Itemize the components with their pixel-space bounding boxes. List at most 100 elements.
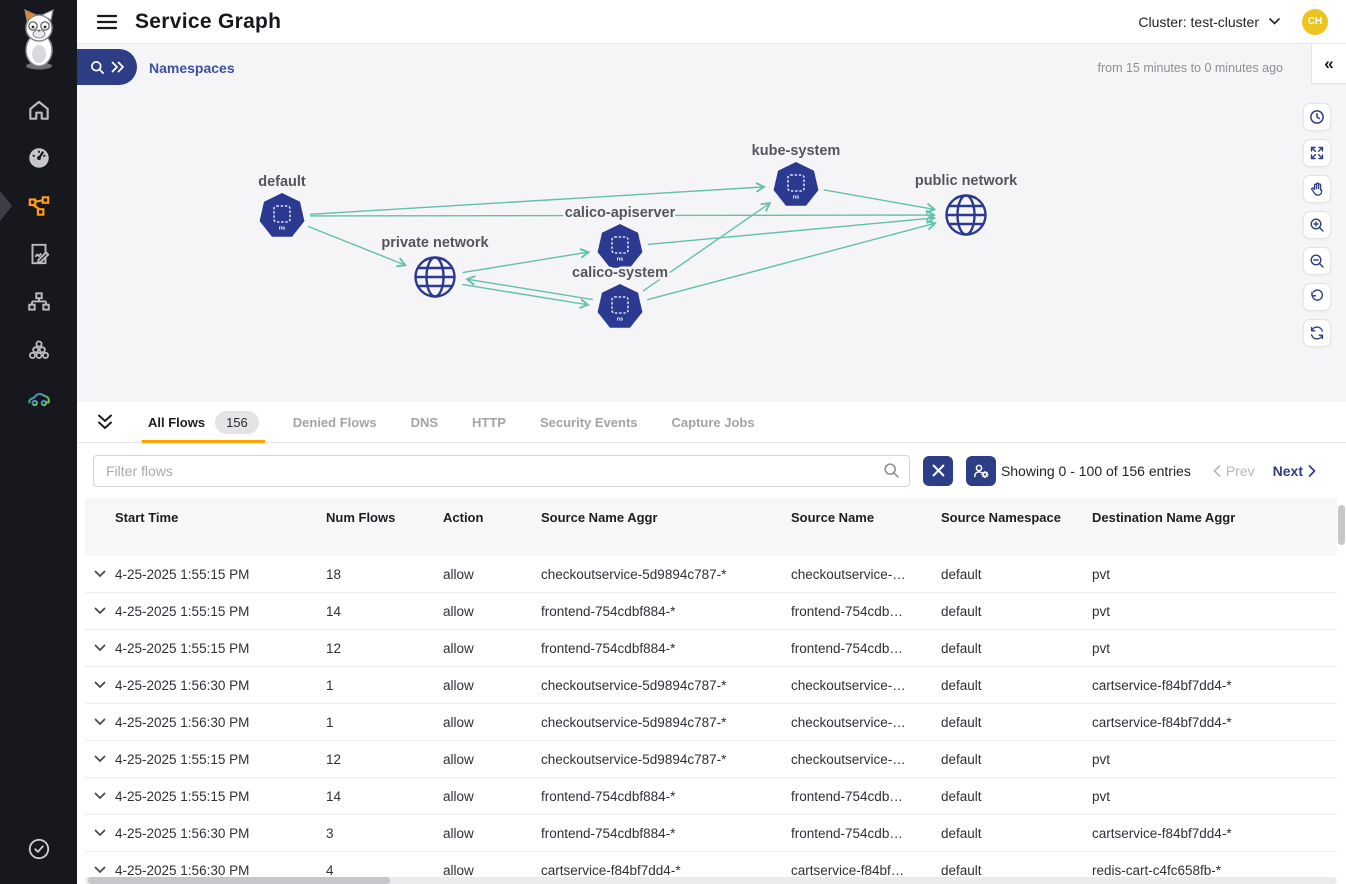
breadcrumb[interactable]: Namespaces	[149, 60, 235, 76]
cell-start-time: 4-25-2025 1:55:15 PM	[115, 751, 250, 767]
filter-flows-input[interactable]	[93, 454, 910, 487]
graph-edge[interactable]	[462, 283, 590, 309]
cell-num-flows: 4	[326, 862, 334, 877]
graph-edge[interactable]	[642, 202, 772, 292]
table-row[interactable]: 4-25-2025 1:55:15 PM 14 allow frontend-7…	[85, 778, 1337, 815]
refresh-button[interactable]	[1303, 319, 1331, 347]
collapse-right-panel-button[interactable]: «	[1311, 44, 1346, 84]
vertical-scrollbar-thumb[interactable]	[1338, 505, 1345, 545]
graph-edge[interactable]	[646, 219, 937, 301]
graph-node-private-network[interactable]: private network	[379, 233, 492, 298]
graph-edge[interactable]	[309, 182, 766, 216]
graph-node-public-network[interactable]: public network	[912, 171, 1021, 236]
cluster-selector[interactable]: Cluster: test-cluster	[1138, 14, 1280, 30]
cell-dest-name-aggr: pvt	[1092, 788, 1111, 804]
cell-source-name-aggr: checkoutservice-5d9894c787-*	[541, 714, 727, 730]
sidebar-item-dashboard[interactable]	[0, 134, 77, 182]
cell-start-time: 4-25-2025 1:56:30 PM	[115, 825, 250, 841]
table-row[interactable]: 4-25-2025 1:55:15 PM 12 allow checkoutse…	[85, 741, 1337, 778]
row-expander-chevron-icon[interactable]	[94, 866, 106, 874]
tab-label: All Flows	[148, 414, 206, 430]
cell-source-namespace: default	[941, 714, 982, 730]
next-page-button[interactable]: Next	[1273, 463, 1316, 479]
row-expander-chevron-icon[interactable]	[94, 792, 106, 800]
cell-num-flows: 1	[326, 714, 334, 730]
topology-icon	[27, 292, 50, 311]
row-expander-chevron-icon[interactable]	[94, 829, 106, 837]
sidebar-item-reports[interactable]	[0, 230, 77, 278]
cell-source-name-aggr: frontend-754cdbf884-*	[541, 825, 676, 841]
col-start-time[interactable]: Start Time	[115, 510, 179, 525]
table-row[interactable]: 4-25-2025 1:55:15 PM 18 allow checkoutse…	[85, 556, 1337, 593]
sidebar-item-certificate[interactable]	[0, 836, 77, 862]
graph-edge[interactable]	[823, 189, 937, 214]
row-expander-chevron-icon[interactable]	[94, 607, 106, 615]
column-settings-button[interactable]	[966, 455, 996, 486]
cell-source-name: frontend-754cdb…	[791, 640, 903, 656]
table-row[interactable]: 4-25-2025 1:56:30 PM 1 allow checkoutser…	[85, 667, 1337, 704]
horizontal-scrollbar-thumb[interactable]	[88, 877, 390, 884]
clock-icon	[1310, 110, 1324, 124]
table-row[interactable]: 4-25-2025 1:56:30 PM 1 allow checkoutser…	[85, 704, 1337, 741]
table-row[interactable]: 4-25-2025 1:55:15 PM 14 allow frontend-7…	[85, 593, 1337, 630]
table-row[interactable]: 4-25-2025 1:56:30 PM 4 allow cartservice…	[85, 852, 1337, 876]
graph-edge[interactable]	[309, 209, 936, 221]
sidebar-item-home[interactable]	[0, 86, 77, 134]
table-row[interactable]: 4-25-2025 1:56:30 PM 3 allow frontend-75…	[85, 815, 1337, 852]
cell-source-name: checkoutservice-…	[791, 566, 906, 582]
row-expander-chevron-icon[interactable]	[94, 681, 106, 689]
tab-denied-flows[interactable]: Denied Flows	[293, 402, 377, 443]
cell-start-time: 4-25-2025 1:55:15 PM	[115, 788, 250, 804]
horizontal-scrollbar[interactable]	[85, 877, 1337, 884]
clear-filter-button[interactable]	[923, 455, 953, 486]
sidebar-item-network-topology[interactable]	[0, 278, 77, 326]
col-action[interactable]: Action	[443, 510, 484, 525]
row-expander-chevron-icon[interactable]	[94, 570, 106, 578]
sidebar-item-clusters[interactable]	[0, 326, 77, 374]
graph-node-calico-apiserver[interactable]: ns calico-apiserver	[562, 203, 678, 268]
zoom-in-button[interactable]	[1303, 211, 1331, 239]
graph-node-calico-system[interactable]: ns calico-system	[570, 263, 670, 328]
collapse-flows-panel-button[interactable]	[95, 413, 115, 431]
user-avatar[interactable]: CH	[1302, 8, 1328, 35]
graph-edge[interactable]	[307, 225, 408, 268]
graph-edge[interactable]	[647, 213, 937, 246]
time-range-label: from 15 minutes to 0 minutes ago	[1097, 61, 1283, 75]
pan-button[interactable]	[1303, 175, 1331, 203]
fit-screen-button[interactable]	[1303, 139, 1331, 167]
graph-edge[interactable]	[462, 248, 591, 274]
sidebar-item-service-graph[interactable]	[0, 182, 77, 230]
cell-source-name: checkoutservice-…	[791, 751, 906, 767]
zoom-out-button[interactable]	[1303, 247, 1331, 275]
reset-layout-button[interactable]	[1303, 283, 1331, 311]
col-dest-name-aggr[interactable]: Destination Name Aggr	[1092, 510, 1236, 525]
sidebar-item-compliance[interactable]	[0, 374, 77, 422]
graph-edge[interactable]	[465, 275, 593, 301]
table-row[interactable]: 4-25-2025 1:55:15 PM 12 allow frontend-7…	[85, 630, 1337, 667]
graph-node-kube-system[interactable]: ns kube-system	[749, 141, 843, 206]
col-source-name[interactable]: Source Name	[791, 510, 875, 525]
col-source-namespace[interactable]: Source Namespace	[941, 510, 1061, 525]
expand-arrows-icon	[1310, 146, 1324, 160]
vertical-scrollbar[interactable]	[1338, 498, 1345, 874]
tab-all-flows[interactable]: All Flows 156	[142, 402, 265, 443]
row-expander-chevron-icon[interactable]	[94, 718, 106, 726]
col-num-flows[interactable]: Num Flows	[326, 510, 396, 525]
hamburger-menu-icon[interactable]	[95, 10, 119, 34]
row-expander-chevron-icon[interactable]	[94, 644, 106, 652]
cell-action: allow	[443, 566, 474, 582]
tab-dns[interactable]: DNS	[411, 402, 438, 443]
tab-security-events[interactable]: Security Events	[540, 402, 638, 443]
hand-icon	[1311, 182, 1323, 196]
tab-http[interactable]: HTTP	[472, 402, 506, 443]
flows-table-body: 4-25-2025 1:55:15 PM 18 allow checkoutse…	[85, 556, 1337, 876]
row-expander-chevron-icon[interactable]	[94, 755, 106, 763]
prev-page-button[interactable]: Prev	[1213, 463, 1255, 479]
tab-capture-jobs[interactable]: Capture Jobs	[672, 402, 755, 443]
time-range-button[interactable]	[1303, 103, 1331, 131]
service-graph-canvas[interactable]: ns default private network ns calico-apiserv…	[77, 44, 1346, 402]
prev-label: Prev	[1225, 462, 1255, 479]
graph-node-default[interactable]: ns default	[256, 172, 308, 237]
graph-search-button[interactable]	[77, 49, 137, 85]
col-source-name-aggr[interactable]: Source Name Aggr	[541, 510, 658, 525]
